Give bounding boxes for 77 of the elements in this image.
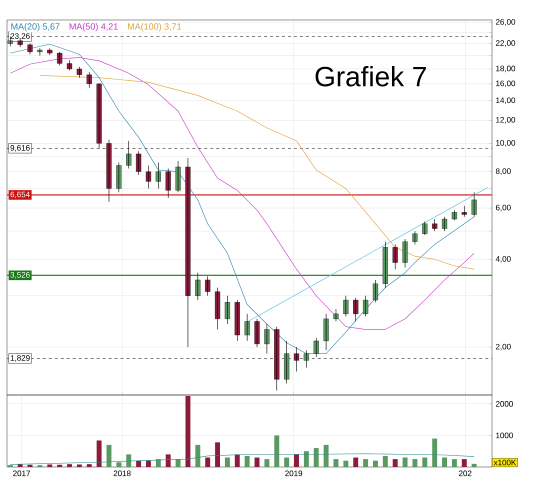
bar xyxy=(422,458,428,467)
bar xyxy=(353,458,358,467)
candlestick xyxy=(362,295,368,317)
candlestick xyxy=(27,43,33,55)
candlestick xyxy=(422,221,428,236)
bar xyxy=(215,442,220,467)
bar xyxy=(363,459,368,467)
text: MA(50) 4,21 xyxy=(70,23,118,32)
candlestick xyxy=(66,60,72,71)
candlestick xyxy=(116,162,122,192)
bar xyxy=(136,460,142,467)
line-series xyxy=(10,453,474,465)
bar xyxy=(274,435,280,467)
candlestick xyxy=(353,298,358,322)
candlestick xyxy=(323,314,329,351)
bar xyxy=(343,460,348,467)
candlestick xyxy=(166,168,171,198)
bar xyxy=(106,444,112,467)
bar xyxy=(47,464,52,467)
candlestick xyxy=(234,300,240,342)
bar xyxy=(195,444,200,467)
bar xyxy=(412,459,418,467)
candlestick xyxy=(462,206,467,218)
candlestick xyxy=(452,210,458,221)
bar xyxy=(254,458,260,467)
bar xyxy=(334,459,338,467)
bar xyxy=(294,454,299,467)
bar xyxy=(146,460,151,467)
candlestick xyxy=(442,216,448,232)
bar xyxy=(244,456,250,467)
bar xyxy=(452,459,457,467)
candlestick xyxy=(333,308,339,322)
bar xyxy=(166,454,171,467)
candlestick xyxy=(156,162,161,189)
candlestick xyxy=(382,241,388,288)
candlestick xyxy=(224,295,230,324)
text: MA(100) 3,71 xyxy=(128,23,182,32)
candlestick xyxy=(195,272,200,300)
bar xyxy=(86,464,92,467)
bar xyxy=(442,458,448,467)
candlestick xyxy=(343,295,348,317)
bar xyxy=(67,464,72,467)
candlestick xyxy=(314,338,319,358)
bar xyxy=(472,464,477,467)
candlestick xyxy=(264,324,270,354)
candlestick xyxy=(76,66,82,78)
bar xyxy=(234,454,240,467)
candlestick xyxy=(472,192,477,218)
bar xyxy=(392,459,398,467)
candlestick xyxy=(136,150,142,176)
bar xyxy=(372,460,378,467)
candlestick xyxy=(392,244,398,270)
bar xyxy=(402,458,408,467)
bar xyxy=(176,459,181,467)
text: Grafiek 7 xyxy=(316,66,426,86)
bar xyxy=(382,456,388,467)
bar xyxy=(205,458,210,467)
bar xyxy=(96,440,102,467)
candlestick xyxy=(146,165,152,189)
bar xyxy=(116,462,122,467)
bar xyxy=(284,458,290,467)
bar xyxy=(76,464,82,467)
candlestick xyxy=(244,314,250,342)
bar xyxy=(304,451,309,467)
bar xyxy=(264,459,270,467)
bar xyxy=(432,438,438,467)
bar xyxy=(185,396,190,467)
candlestick xyxy=(254,318,260,348)
candlestick xyxy=(205,276,210,296)
series-label: MA(20) 5,67 xyxy=(11,23,60,32)
candlestick xyxy=(86,72,92,88)
bar xyxy=(324,444,329,467)
bar xyxy=(18,464,23,467)
candlestick xyxy=(432,218,438,232)
candlestick xyxy=(57,52,62,66)
bar xyxy=(462,459,467,467)
bar xyxy=(224,458,230,467)
